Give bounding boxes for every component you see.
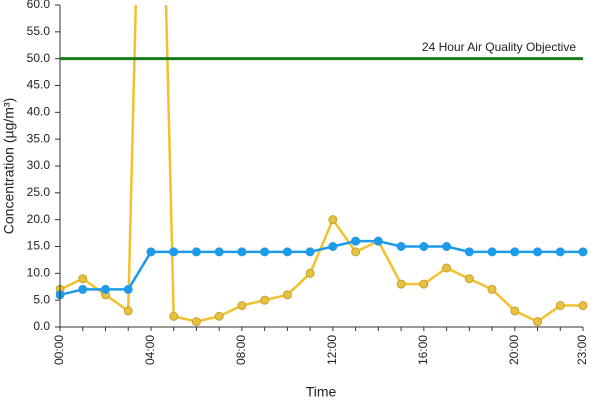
series-marker — [555, 301, 565, 311]
series-marker — [555, 247, 565, 257]
series-marker — [305, 268, 315, 278]
series-marker — [214, 311, 224, 321]
series-marker — [487, 247, 497, 257]
series-marker — [78, 274, 88, 284]
x-tick-label: 04:00 — [143, 335, 157, 365]
y-tick-label: 5.0 — [33, 292, 50, 306]
series-marker — [100, 284, 110, 294]
y-tick-label: 0.0 — [33, 319, 50, 333]
series-marker — [282, 247, 292, 257]
series-marker — [328, 215, 338, 225]
series-marker — [442, 242, 452, 251]
series-line — [59, 5, 583, 323]
x-tick-label: 20:00 — [507, 335, 521, 365]
x-tick-label: 08:00 — [234, 335, 248, 365]
series-marker — [260, 295, 270, 305]
series-marker — [533, 247, 543, 257]
series-line — [59, 239, 583, 297]
y-tick-label: 25.0 — [27, 185, 51, 199]
series-marker — [146, 247, 156, 257]
y-tick-label: 40.0 — [27, 105, 51, 119]
series-marker — [123, 306, 133, 316]
series-marker — [578, 301, 588, 311]
x-tick-label: 12:00 — [325, 335, 339, 365]
series-marker — [191, 247, 201, 257]
y-tick-label: 55.0 — [27, 24, 51, 38]
y-tick-label: 15.0 — [27, 239, 51, 253]
series-marker — [237, 247, 247, 257]
plot-area — [56, 5, 588, 327]
x-tick-label: 00:00 — [52, 335, 66, 365]
series-marker — [464, 274, 474, 284]
series-marker — [305, 247, 315, 257]
series-marker — [214, 247, 224, 257]
series-marker — [510, 306, 520, 316]
series-marker — [351, 236, 361, 246]
y-tick-label: 30.0 — [27, 158, 51, 172]
y-tick-label: 60.0 — [27, 0, 51, 11]
y-tick-label: 10.0 — [27, 266, 51, 280]
series-marker — [510, 247, 520, 257]
series-marker — [78, 284, 88, 294]
y-tick-label: 20.0 — [27, 212, 51, 226]
series-marker — [419, 279, 429, 289]
x-axis-label: Time — [306, 384, 337, 400]
series-marker — [191, 317, 201, 327]
y-axis-label: Concentration (µg/m³) — [1, 98, 17, 234]
series-marker — [487, 284, 497, 294]
y-tick-label: 45.0 — [27, 78, 51, 92]
series-marker — [260, 247, 270, 257]
x-tick-label: 23:00 — [575, 335, 589, 365]
series-marker — [169, 247, 179, 257]
series-marker — [442, 263, 452, 273]
series-marker — [328, 242, 338, 251]
y-tick-label: 50.0 — [27, 51, 51, 65]
series-marker — [169, 311, 179, 321]
series-marker — [237, 301, 247, 311]
series-marker — [396, 242, 406, 251]
series-marker — [282, 290, 292, 300]
series-marker — [396, 279, 406, 289]
x-tick-label: 16:00 — [416, 335, 430, 365]
series-marker — [578, 247, 588, 257]
series-marker — [123, 284, 133, 294]
reference-label: 24 Hour Air Quality Objective — [422, 40, 576, 54]
series-marker — [419, 242, 429, 251]
series-marker — [351, 247, 361, 257]
y-tick-label: 35.0 — [27, 131, 51, 145]
series-marker — [464, 247, 474, 257]
series-marker — [533, 317, 543, 327]
series-marker — [373, 236, 383, 246]
